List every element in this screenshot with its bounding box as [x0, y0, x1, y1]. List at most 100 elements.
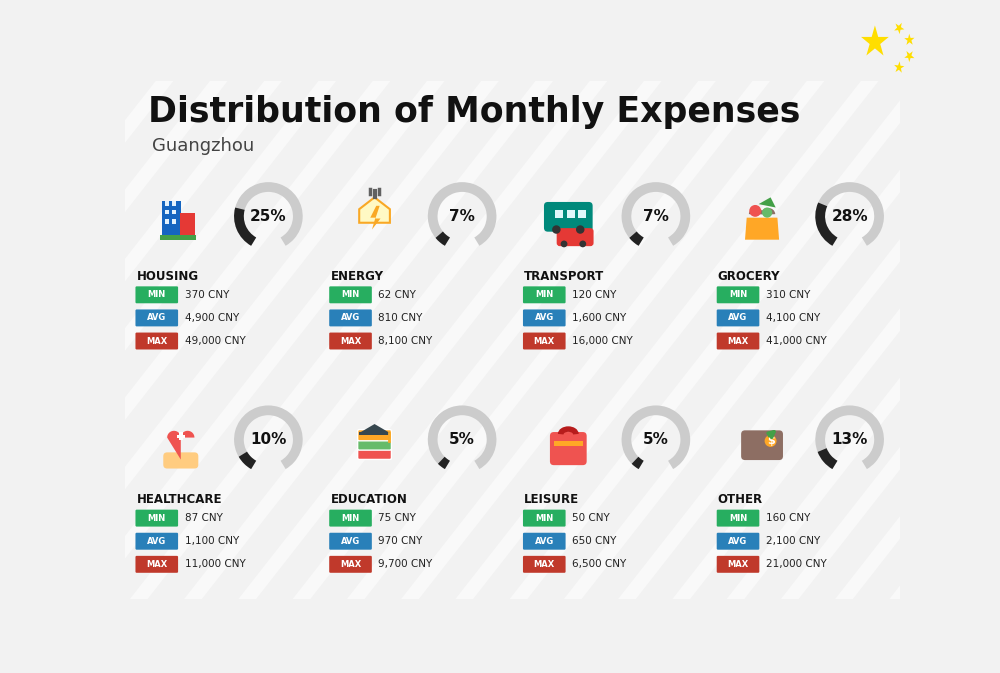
Text: 1,600 CNY: 1,600 CNY [572, 313, 626, 323]
Text: 5%: 5% [449, 432, 475, 447]
Text: Distribution of Monthly Expenses: Distribution of Monthly Expenses [148, 95, 801, 129]
FancyBboxPatch shape [329, 332, 372, 349]
Text: 7%: 7% [449, 209, 475, 224]
Polygon shape [167, 431, 194, 460]
Text: HEALTHCARE: HEALTHCARE [137, 493, 222, 507]
FancyBboxPatch shape [135, 556, 178, 573]
FancyBboxPatch shape [358, 439, 391, 450]
Text: MAX: MAX [340, 336, 361, 345]
Text: 9,700 CNY: 9,700 CNY [378, 559, 433, 569]
Polygon shape [861, 26, 889, 55]
Text: AVG: AVG [535, 537, 554, 546]
FancyBboxPatch shape [544, 202, 593, 232]
Text: HOUSING: HOUSING [137, 270, 199, 283]
Text: 16,000 CNY: 16,000 CNY [572, 336, 633, 346]
FancyBboxPatch shape [172, 219, 176, 223]
FancyBboxPatch shape [358, 429, 391, 441]
Circle shape [765, 435, 777, 447]
FancyBboxPatch shape [557, 228, 594, 246]
Text: $: $ [767, 436, 774, 446]
FancyBboxPatch shape [135, 533, 178, 550]
Text: MAX: MAX [534, 336, 555, 345]
Text: 50 CNY: 50 CNY [572, 513, 610, 523]
Polygon shape [894, 23, 904, 34]
Text: 8,100 CNY: 8,100 CNY [378, 336, 433, 346]
FancyBboxPatch shape [160, 236, 196, 240]
Text: 25%: 25% [250, 209, 287, 224]
FancyBboxPatch shape [165, 209, 169, 214]
Text: MAX: MAX [534, 560, 555, 569]
Text: MIN: MIN [729, 513, 747, 523]
Text: 650 CNY: 650 CNY [572, 536, 617, 546]
Text: 62 CNY: 62 CNY [378, 290, 416, 299]
Text: 21,000 CNY: 21,000 CNY [766, 559, 827, 569]
FancyBboxPatch shape [550, 432, 587, 465]
FancyBboxPatch shape [135, 310, 178, 326]
Polygon shape [759, 197, 776, 207]
FancyBboxPatch shape [741, 430, 783, 460]
FancyBboxPatch shape [358, 448, 391, 460]
Text: MIN: MIN [148, 290, 166, 299]
Text: 41,000 CNY: 41,000 CNY [766, 336, 827, 346]
Text: 13%: 13% [831, 432, 868, 447]
FancyBboxPatch shape [717, 533, 759, 550]
FancyBboxPatch shape [523, 310, 566, 326]
Text: AVG: AVG [728, 314, 748, 322]
FancyBboxPatch shape [523, 509, 566, 526]
Text: 4,100 CNY: 4,100 CNY [766, 313, 820, 323]
Text: AVG: AVG [341, 314, 360, 322]
FancyBboxPatch shape [179, 431, 183, 440]
Text: MAX: MAX [340, 560, 361, 569]
Text: MIN: MIN [341, 290, 360, 299]
FancyBboxPatch shape [165, 201, 169, 206]
Circle shape [762, 207, 772, 217]
Text: 970 CNY: 970 CNY [378, 536, 423, 546]
FancyBboxPatch shape [523, 286, 566, 304]
Circle shape [552, 225, 561, 234]
FancyBboxPatch shape [523, 533, 566, 550]
FancyBboxPatch shape [180, 213, 195, 238]
Text: 5%: 5% [643, 432, 669, 447]
Text: MIN: MIN [535, 290, 553, 299]
Text: MAX: MAX [146, 336, 167, 345]
Circle shape [561, 240, 567, 247]
FancyBboxPatch shape [523, 332, 566, 349]
Text: MIN: MIN [341, 513, 360, 523]
Text: MAX: MAX [727, 336, 749, 345]
FancyBboxPatch shape [329, 509, 372, 526]
Text: 49,000 CNY: 49,000 CNY [185, 336, 245, 346]
FancyBboxPatch shape [717, 310, 759, 326]
FancyBboxPatch shape [177, 435, 185, 438]
Text: 75 CNY: 75 CNY [378, 513, 416, 523]
Text: OTHER: OTHER [718, 493, 763, 507]
Text: 11,000 CNY: 11,000 CNY [185, 559, 245, 569]
FancyBboxPatch shape [329, 286, 372, 304]
FancyBboxPatch shape [329, 556, 372, 573]
Text: GROCERY: GROCERY [718, 270, 780, 283]
Text: 160 CNY: 160 CNY [766, 513, 810, 523]
FancyBboxPatch shape [555, 210, 563, 217]
Text: ENERGY: ENERGY [330, 270, 383, 283]
FancyBboxPatch shape [717, 556, 759, 573]
Polygon shape [359, 197, 390, 223]
FancyBboxPatch shape [554, 441, 583, 446]
Text: 1,100 CNY: 1,100 CNY [185, 536, 239, 546]
Text: 370 CNY: 370 CNY [185, 290, 229, 299]
FancyBboxPatch shape [329, 310, 372, 326]
Text: AVG: AVG [147, 314, 166, 322]
Text: 810 CNY: 810 CNY [378, 313, 423, 323]
Text: 28%: 28% [831, 209, 868, 224]
Text: MAX: MAX [146, 560, 167, 569]
FancyBboxPatch shape [329, 533, 372, 550]
FancyBboxPatch shape [165, 219, 169, 223]
FancyBboxPatch shape [567, 210, 575, 217]
Polygon shape [360, 424, 389, 433]
FancyBboxPatch shape [172, 201, 176, 206]
Text: EDUCATION: EDUCATION [330, 493, 407, 507]
FancyBboxPatch shape [578, 210, 586, 217]
Text: 4,900 CNY: 4,900 CNY [185, 313, 239, 323]
Text: 10%: 10% [250, 432, 287, 447]
FancyBboxPatch shape [135, 286, 178, 304]
FancyBboxPatch shape [135, 509, 178, 526]
Text: MIN: MIN [535, 513, 553, 523]
